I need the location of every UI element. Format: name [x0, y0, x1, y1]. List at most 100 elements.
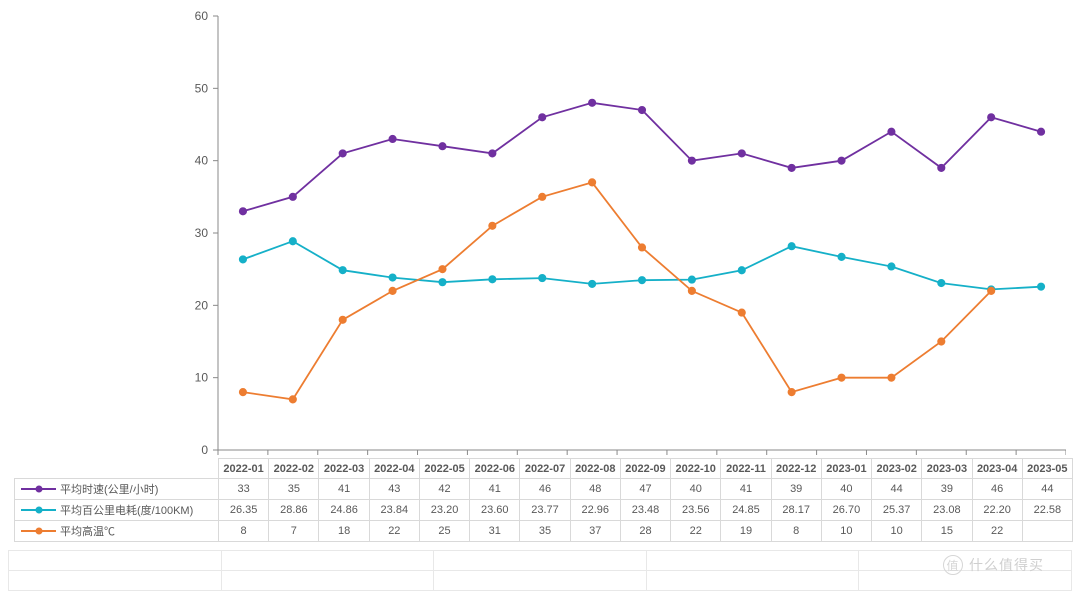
data-cell: 40 [821, 479, 871, 500]
table-row: 平均百公里电耗(度/100KM) 26.3528.8624.8623.8423.2… [15, 500, 1073, 521]
category-header: 2023-03 [922, 459, 972, 479]
data-cell: 22 [972, 521, 1022, 542]
category-header: 2023-01 [821, 459, 871, 479]
legend-label: 平均百公里电耗(度/100KM) [60, 502, 193, 518]
category-header: 2022-07 [520, 459, 570, 479]
stub-cell [9, 571, 222, 591]
data-cell: 22.96 [570, 500, 620, 521]
category-header: 2022-04 [369, 459, 419, 479]
svg-text:60: 60 [195, 9, 209, 23]
data-table: 2022-012022-022022-032022-042022-052022-… [14, 458, 1073, 542]
data-cell: 22.20 [972, 500, 1022, 521]
table-row: 平均时速(公里/小时)33354143424146484740413940443… [15, 479, 1073, 500]
data-cell: 23.48 [620, 500, 670, 521]
data-cell: 41 [470, 479, 520, 500]
legend-cell-temp: 平均高温℃ [15, 521, 219, 542]
data-cell: 23.77 [520, 500, 570, 521]
stub-row [9, 571, 1072, 591]
data-cell: 23.84 [369, 500, 419, 521]
legend-label: 平均时速(公里/小时) [60, 481, 158, 497]
watermark-text: 什么值得买 [969, 555, 1044, 575]
consumption-legend-icon [35, 507, 42, 514]
data-cell: 47 [620, 479, 670, 500]
data-cell: 28.17 [771, 500, 821, 521]
category-header: 2022-12 [771, 459, 821, 479]
data-cell: 28.86 [269, 500, 319, 521]
data-cell: 23.60 [470, 500, 520, 521]
data-cell: 23.56 [671, 500, 721, 521]
data-cell: 35 [520, 521, 570, 542]
watermark: 值 什么值得买 [943, 555, 1044, 575]
data-cell: 10 [821, 521, 871, 542]
category-header: 2022-01 [219, 459, 269, 479]
category-header: 2023-05 [1022, 459, 1072, 479]
data-cell: 44 [1022, 479, 1072, 500]
data-cell: 41 [721, 479, 771, 500]
category-header: 2022-03 [319, 459, 369, 479]
data-cell: 39 [771, 479, 821, 500]
temp-legend-icon [35, 528, 42, 535]
data-cell: 40 [671, 479, 721, 500]
category-header: 2022-11 [721, 459, 771, 479]
data-cell: 18 [319, 521, 369, 542]
data-cell: 39 [922, 479, 972, 500]
stub-cell [646, 571, 859, 591]
speed-legend-icon [35, 486, 42, 493]
category-header: 2022-05 [419, 459, 469, 479]
svg-text:10: 10 [195, 371, 209, 385]
table-header-row: 2022-012022-022022-032022-042022-052022-… [15, 459, 1073, 479]
data-cell: 26.35 [219, 500, 269, 521]
category-header: 2022-10 [671, 459, 721, 479]
legend-cell-speed: 平均时速(公里/小时) [15, 479, 219, 500]
svg-text:0: 0 [201, 443, 208, 457]
svg-text:30: 30 [195, 226, 209, 240]
watermark-icon: 值 [943, 555, 963, 575]
data-cell: 15 [922, 521, 972, 542]
data-cell: 41 [319, 479, 369, 500]
data-cell: 42 [419, 479, 469, 500]
category-header: 2022-08 [570, 459, 620, 479]
data-cell: 25 [419, 521, 469, 542]
stub-cell [434, 551, 647, 571]
data-cell: 10 [872, 521, 922, 542]
data-cell: 7 [269, 521, 319, 542]
bottom-stub-rows [8, 550, 1072, 591]
stub-row [9, 551, 1072, 571]
data-cell: 19 [721, 521, 771, 542]
data-cell: 8 [219, 521, 269, 542]
data-cell: 22.58 [1022, 500, 1072, 521]
svg-text:40: 40 [195, 154, 209, 168]
svg-text:50: 50 [195, 81, 209, 95]
data-cell: 25.37 [872, 500, 922, 521]
legend-label: 平均高温℃ [60, 523, 115, 539]
data-cell: 31 [470, 521, 520, 542]
legend-header-spacer [15, 459, 219, 479]
data-cell: 22 [671, 521, 721, 542]
data-cell: 26.70 [821, 500, 871, 521]
data-cell [1022, 521, 1072, 542]
legend-cell-consumption: 平均百公里电耗(度/100KM) [15, 500, 219, 521]
data-cell: 28 [620, 521, 670, 542]
category-header: 2022-09 [620, 459, 670, 479]
container: 0102030405060 2022-012022-022022-032022-… [8, 8, 1072, 589]
data-cell: 44 [872, 479, 922, 500]
data-cell: 46 [520, 479, 570, 500]
stub-cell [646, 551, 859, 571]
data-cell: 24.85 [721, 500, 771, 521]
svg-text:20: 20 [195, 298, 209, 312]
data-cell: 33 [219, 479, 269, 500]
data-cell: 8 [771, 521, 821, 542]
data-cell: 23.08 [922, 500, 972, 521]
data-cell: 46 [972, 479, 1022, 500]
stub-cell [9, 551, 222, 571]
data-cell: 23.20 [419, 500, 469, 521]
data-cell: 24.86 [319, 500, 369, 521]
category-header: 2023-02 [872, 459, 922, 479]
chart-area: 0 10 20 30 40 50 60 [8, 8, 1072, 458]
category-header: 2022-06 [470, 459, 520, 479]
line-chart: 0 10 20 30 40 50 60 [8, 8, 1066, 458]
stub-cell [221, 551, 434, 571]
data-cell: 22 [369, 521, 419, 542]
category-header: 2022-02 [269, 459, 319, 479]
data-cell: 37 [570, 521, 620, 542]
